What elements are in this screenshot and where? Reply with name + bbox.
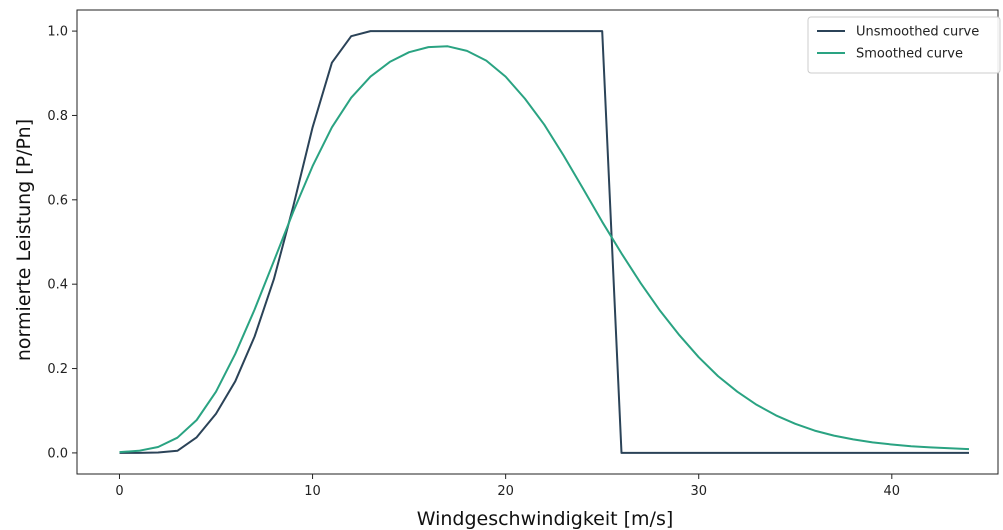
y-tick-label: 0.8 (47, 109, 68, 124)
x-axis-label: Windgeschwindigkeit [m/s] (417, 508, 674, 530)
legend: Unsmoothed curve Smoothed curve (807, 16, 1001, 74)
y-tick-label: 1.0 (47, 25, 68, 40)
x-tick-label: 30 (690, 484, 707, 499)
x-tick-label: 0 (115, 484, 123, 499)
y-axis-label: normierte Leistung [P/Pn] (13, 119, 35, 361)
legend-label: Unsmoothed curve (856, 25, 979, 40)
y-tick-label: 0.6 (47, 193, 68, 208)
legend-box (807, 16, 1001, 74)
plot-area-frame (76, 9, 999, 475)
y-tick-label: 0.4 (47, 278, 68, 293)
series-line-smoothed (119, 45, 970, 454)
y-tick-label: 0.2 (47, 362, 68, 377)
y-tick-label: 0.0 (47, 446, 68, 461)
x-tick-label: 20 (497, 484, 514, 499)
legend-label: Smoothed curve (856, 47, 963, 62)
x-tick-label: 10 (304, 484, 321, 499)
series-line-unsmoothed (119, 30, 969, 454)
x-tick-label: 40 (884, 484, 901, 499)
